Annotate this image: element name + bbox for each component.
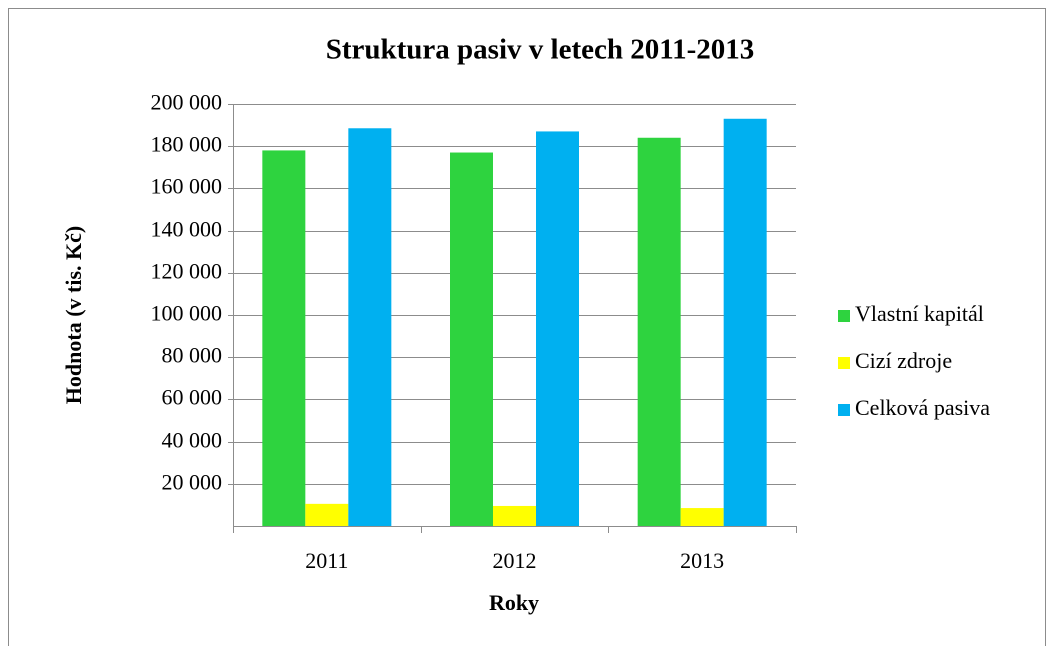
y-tick-label: 40 000 (162, 428, 223, 453)
y-tick-label: 100 000 (151, 301, 223, 326)
bar (680, 508, 724, 526)
legend-swatch (838, 404, 850, 416)
legend-label: Vlastní kapitál (855, 301, 984, 326)
chart-title: Struktura pasiv v letech 2011-2013 (326, 34, 755, 66)
bar (262, 150, 306, 527)
bar (723, 118, 767, 527)
bar (348, 128, 392, 526)
y-axis-label: Hodnota (v tis. Kč) (61, 226, 86, 404)
legend-label: Cizí zdroje (855, 348, 952, 373)
y-tick-label: 200 000 (151, 90, 223, 115)
y-tick-label: 140 000 (151, 217, 223, 242)
y-tick-label: 20 000 (162, 470, 223, 495)
bar (536, 131, 579, 526)
x-tick-label: 2011 (305, 548, 348, 573)
legend-swatch (838, 357, 850, 369)
y-tick-label: 80 000 (162, 343, 223, 368)
bar (450, 152, 493, 526)
chart-frame (8, 8, 1046, 646)
bar (305, 503, 349, 526)
x-tick-label: 2013 (680, 548, 724, 573)
x-tick-label: 2012 (493, 548, 537, 573)
x-axis-label: Roky (489, 590, 539, 615)
bar (637, 137, 681, 526)
legend-label: Celková pasiva (855, 395, 990, 420)
y-tick-label: 180 000 (151, 132, 223, 157)
legend-swatch (838, 310, 850, 322)
y-tick-label: 120 000 (151, 259, 223, 284)
y-tick-label: 60 000 (162, 385, 223, 410)
bar (493, 505, 536, 526)
y-tick-label: 160 000 (151, 174, 223, 199)
